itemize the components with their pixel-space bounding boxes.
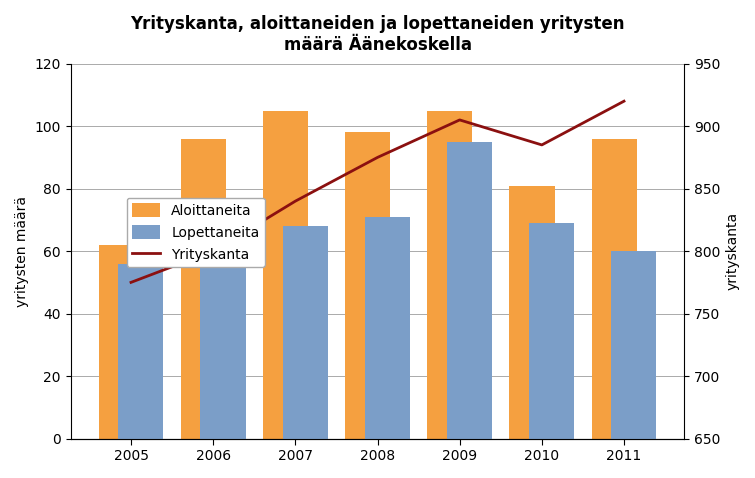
Bar — [510, 185, 555, 439]
Title: Yrityskanta, aloittaneiden ja lopettaneiden yritysten
määrä Äänekoskella: Yrityskanta, aloittaneiden ja lopettanei… — [131, 15, 624, 54]
Bar — [345, 132, 390, 439]
Legend: Aloittaneita, Lopettaneita, Yrityskanta: Aloittaneita, Lopettaneita, Yrityskanta — [127, 198, 265, 267]
Bar — [427, 110, 473, 439]
Y-axis label: yritysten määrä: yritysten määrä — [15, 196, 29, 306]
Bar — [365, 217, 410, 439]
Yrityskanta — [538, 142, 547, 148]
Bar — [99, 245, 143, 439]
Yrityskanta — [455, 117, 464, 123]
Bar — [200, 267, 245, 439]
Bar — [263, 110, 308, 439]
Yrityskanta — [208, 248, 217, 254]
Bar — [612, 251, 656, 439]
Yrityskanta — [291, 198, 300, 204]
Bar — [119, 264, 164, 439]
Yrityskanta — [619, 98, 628, 104]
Bar — [282, 226, 328, 439]
Bar — [591, 139, 636, 439]
Yrityskanta — [127, 280, 136, 285]
Line: Yrityskanta: Yrityskanta — [131, 101, 624, 282]
Y-axis label: yrityskanta: yrityskanta — [726, 212, 740, 290]
Bar — [529, 223, 575, 439]
Bar — [447, 142, 492, 439]
Yrityskanta — [373, 154, 382, 160]
Bar — [180, 139, 226, 439]
